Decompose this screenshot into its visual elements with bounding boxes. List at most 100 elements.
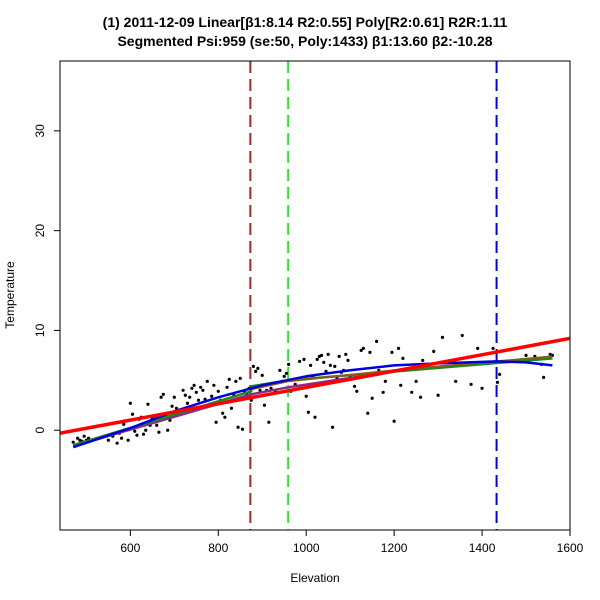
data-point [298, 359, 302, 363]
data-point [381, 390, 385, 394]
y-tick-label: 30 [33, 124, 47, 138]
data-point [221, 411, 225, 415]
data-point [432, 349, 436, 353]
y-tick-label: 0 [33, 427, 47, 434]
y-tick-label: 20 [33, 224, 47, 238]
data-point [440, 335, 445, 340]
data-point [306, 410, 311, 414]
data-point [476, 346, 480, 350]
data-point [313, 415, 317, 419]
data-point [256, 366, 260, 370]
data-point [157, 430, 161, 434]
plot-frame [59, 60, 571, 531]
data-point [119, 436, 124, 440]
data-point [491, 346, 495, 350]
data-point [366, 411, 370, 415]
data-point [414, 379, 418, 383]
data-point [210, 394, 214, 398]
data-point [86, 436, 91, 440]
x-axis-label: Elevation [290, 571, 339, 585]
data-point [122, 422, 126, 426]
data-point [418, 395, 423, 399]
data-point [196, 398, 201, 402]
segmented-fit-line [72, 357, 553, 447]
x-tick-label: 1200 [381, 541, 408, 555]
y-tick-label: 10 [33, 323, 47, 337]
data-point [383, 379, 387, 383]
data-point [278, 368, 282, 372]
data-point [399, 383, 403, 387]
data-point [330, 425, 335, 429]
data-point [401, 356, 405, 360]
data-point [188, 395, 192, 399]
data-point [144, 428, 148, 432]
data-point [190, 386, 194, 390]
data-point [370, 396, 374, 400]
data-point [480, 386, 484, 390]
data-point [396, 346, 401, 350]
data-point [240, 427, 245, 431]
data-point [390, 350, 394, 354]
data-point [225, 385, 229, 389]
data-point [359, 348, 363, 352]
data-point [133, 429, 137, 433]
data-point [304, 394, 308, 398]
data-point [216, 389, 220, 393]
data-point [201, 388, 205, 392]
data-point [128, 401, 132, 405]
data-point [238, 376, 242, 380]
linear-fit-line [60, 336, 570, 435]
data-point [161, 392, 165, 396]
data-point [185, 401, 190, 405]
data-point [192, 383, 196, 387]
data-point [498, 372, 502, 376]
data-point [214, 420, 218, 424]
data-point [309, 363, 313, 367]
data-point [251, 364, 256, 368]
data-point [269, 386, 273, 390]
x-tick-label: 1400 [469, 541, 496, 555]
data-point [172, 395, 176, 399]
data-point [287, 362, 291, 366]
x-tick-label: 1000 [293, 541, 320, 555]
data-point [258, 388, 262, 392]
plot-content [60, 61, 570, 530]
data-point [368, 350, 372, 354]
data-point [542, 375, 546, 379]
data-point [71, 440, 75, 444]
data-point [315, 357, 319, 361]
data-point [205, 379, 209, 383]
data-point [355, 389, 359, 393]
data-point [392, 419, 396, 423]
x-tick-label: 800 [208, 541, 228, 555]
data-point [155, 423, 159, 427]
data-point [236, 425, 240, 429]
data-point [344, 352, 348, 356]
data-point [183, 393, 187, 397]
chart-title-line2: Segmented Psi:959 (se:50, Poly:1433) β1:… [117, 33, 492, 49]
data-point [302, 357, 306, 361]
data-point [141, 432, 146, 436]
data-point [326, 352, 330, 356]
data-point [337, 354, 341, 358]
y-axis-label: Temperature [3, 261, 17, 329]
segmented-alt-fit-line [72, 356, 553, 448]
data-point [421, 358, 425, 362]
chart-title-line1: (1) 2011-12-09 Linear[β1:8.14 R2:0.55] P… [103, 14, 508, 30]
data-point [284, 371, 289, 375]
data-point [159, 395, 163, 399]
data-point [460, 333, 464, 338]
data-point [234, 379, 238, 383]
data-point [130, 412, 135, 416]
plot-area [60, 61, 570, 530]
axes: 600 800 1000 1200 1400 1600 0 10 20 30 [33, 124, 584, 555]
data-point [166, 428, 170, 432]
data-point [346, 358, 350, 362]
data-point [319, 353, 324, 357]
data-point [328, 363, 332, 367]
data-point [361, 346, 365, 350]
data-point [436, 393, 440, 397]
data-point [374, 339, 379, 344]
data-point [322, 360, 326, 364]
